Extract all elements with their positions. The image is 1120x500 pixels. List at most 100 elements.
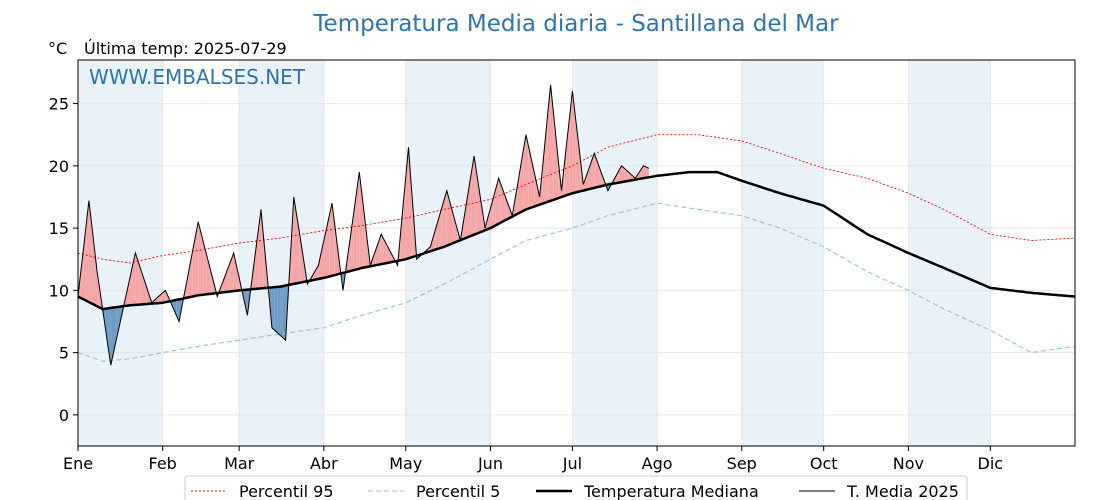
above-median-fill — [165, 290, 169, 303]
above-median-fill — [318, 253, 322, 279]
x-tick-label: Jun — [477, 454, 503, 473]
below-median-fill — [244, 289, 248, 316]
above-median-fill — [468, 172, 472, 237]
above-median-fill — [627, 170, 630, 182]
above-median-fill — [312, 270, 316, 281]
above-median-fill — [146, 286, 150, 305]
y-tick-label: 10 — [49, 281, 69, 300]
above-median-fill — [159, 292, 163, 304]
month-band — [572, 60, 658, 446]
above-median-fill — [198, 221, 201, 296]
y-tick-label: 15 — [49, 219, 69, 238]
above-median-fill — [550, 84, 554, 201]
above-median-fill — [359, 172, 363, 269]
above-median-fill — [373, 249, 376, 266]
above-median-fill — [586, 168, 589, 190]
above-median-fill — [252, 251, 256, 290]
percentil-95-line — [77, 134, 1076, 264]
above-median-fill — [291, 196, 294, 285]
above-median-fill — [495, 178, 499, 226]
above-median-fill — [255, 230, 259, 289]
x-tick-label: Jul — [562, 454, 582, 473]
above-median-fill — [517, 167, 521, 214]
legend-label: Percentil 95 — [239, 482, 334, 500]
above-median-fill — [97, 271, 100, 308]
above-median-fill — [353, 191, 357, 271]
above-median-fill — [299, 231, 302, 283]
above-median-fill — [375, 242, 379, 266]
legend-label: T. Media 2025 — [846, 482, 959, 500]
above-median-fill — [138, 261, 141, 305]
current-year-line — [77, 84, 650, 366]
above-median-fill — [471, 155, 475, 236]
above-median-fill — [356, 172, 360, 270]
series-lines — [77, 84, 1076, 366]
below-median-fill — [173, 299, 177, 316]
above-median-fill — [646, 167, 649, 178]
above-median-fill — [293, 196, 297, 284]
above-median-fill — [228, 260, 231, 292]
above-median-fill — [637, 169, 641, 180]
above-median-fill — [643, 165, 647, 179]
above-median-fill — [599, 168, 603, 187]
above-median-fill — [498, 178, 502, 224]
above-median-fill — [408, 147, 412, 259]
below-median-fill — [274, 286, 278, 333]
x-tick-label: Feb — [149, 454, 177, 473]
percentil-5-line — [77, 202, 1076, 362]
y-tick-label: 5 — [59, 344, 69, 363]
y-axis-ticks: 0 5 10 15 20 25 — [49, 95, 78, 425]
above-median-fill — [534, 172, 537, 207]
legend: Percentil 95 Percentil 5 Temperatura Media… — [184, 475, 968, 500]
above-median-fill — [463, 206, 466, 240]
above-median-fill — [547, 84, 551, 202]
above-median-fill — [405, 147, 409, 260]
x-tick-label: Oct — [810, 454, 838, 473]
above-median-fill — [400, 206, 404, 261]
above-median-fill — [465, 189, 469, 238]
above-median-fill — [449, 200, 453, 245]
above-median-fill — [222, 274, 226, 293]
above-median-fill — [195, 221, 199, 296]
above-median-fill — [329, 203, 333, 277]
above-median-fill — [594, 153, 597, 188]
x-tick-label: Ago — [642, 454, 673, 473]
month-band — [741, 60, 824, 446]
below-median-fill — [116, 306, 119, 341]
above-median-fill — [490, 198, 494, 229]
below-median-fill — [271, 287, 275, 331]
y-tick-label: 25 — [49, 95, 69, 114]
above-median-fill — [135, 253, 139, 305]
x-tick-label: May — [389, 454, 422, 473]
above-median-fill — [454, 220, 458, 243]
above-median-fill — [326, 215, 330, 278]
above-median-fill — [531, 159, 535, 208]
above-median-fill — [411, 184, 414, 258]
above-median-fill — [236, 265, 240, 291]
above-median-fill — [433, 228, 436, 251]
watermark: WWW.EMBALSES.NET — [89, 65, 306, 89]
above-median-fill — [381, 234, 384, 265]
above-median-fill — [86, 200, 89, 303]
above-median-fill — [301, 249, 305, 283]
above-median-fill — [127, 277, 130, 306]
above-median-fill — [94, 248, 98, 307]
above-median-fill — [556, 137, 559, 199]
above-median-fill — [624, 168, 628, 182]
above-median-fill — [441, 200, 445, 248]
above-median-fill — [479, 191, 483, 233]
above-median-fill — [616, 170, 619, 184]
unit-label: °C — [48, 39, 67, 58]
x-axis-ticks: Ene Feb Mar Abr May Jun Jul Ago Sep Oct Nov Dic — [63, 446, 1003, 473]
above-median-fill — [621, 165, 625, 183]
x-tick-label: Mar — [224, 454, 255, 473]
above-median-fill — [528, 147, 532, 209]
below-median-fill — [280, 286, 283, 338]
above-median-fill — [296, 214, 300, 284]
above-median-fill — [577, 137, 581, 192]
above-median-fill — [569, 91, 573, 195]
above-median-fill — [200, 232, 204, 296]
month-bands — [78, 60, 991, 446]
above-median-fill — [203, 243, 207, 295]
above-median-fill — [206, 253, 210, 295]
